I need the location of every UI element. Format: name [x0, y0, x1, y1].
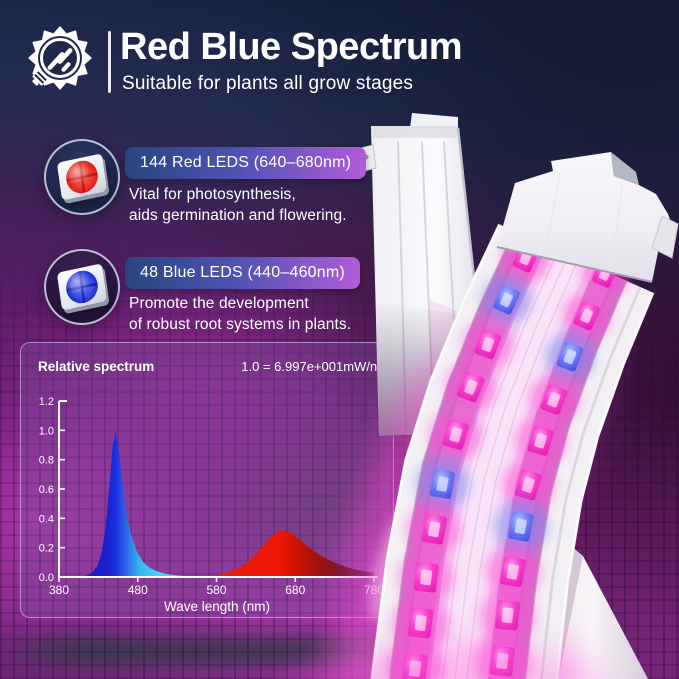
chart-scale-note: 1.0 = 6.997e+001mW/nm [241, 359, 388, 374]
led-red [429, 408, 482, 461]
blue-leds-description: Promote the development of robust root s… [129, 293, 351, 335]
relative-spectrum-chart: 0.0 0.2 0.4 0.6 0.8 1.0 1.2 380 480 580 680 780 Rela… [38, 359, 388, 614]
page-title: Red Blue Spectrum [120, 26, 463, 68]
blue-led-dome [64, 267, 100, 307]
x-tick-label: 480 [128, 583, 148, 597]
blue-led-emission [59, 430, 203, 577]
led-blue [415, 457, 470, 511]
blue-leds-description-line1: Promote the development [129, 295, 309, 312]
red-leds-description-line1: Vital for photosynthesis, [129, 186, 296, 203]
red-led-chip-icon [56, 153, 108, 201]
red-leds-description-line2: aids germination and flowering. [129, 207, 347, 224]
red-led-emission [197, 530, 374, 577]
x-axis-label: Wave length (nm) [164, 599, 270, 614]
led-red [562, 291, 612, 341]
led-red [407, 502, 462, 557]
front-light-bar [370, 223, 655, 679]
blue-led-chip-circle [44, 249, 120, 325]
led-blue [482, 275, 531, 325]
blue-leds-badge: 48 Blue LEDS (440–460nm) [125, 257, 360, 289]
spectrum-chart-panel: 0.0 0.2 0.4 0.6 0.8 1.0 1.2 380 480 580 680 780 Rela… [20, 342, 394, 618]
led-red [501, 458, 555, 512]
header-divider [108, 31, 111, 93]
header: Red Blue Spectrum Suitable for plants al… [0, 0, 679, 120]
y-tick-label: 0.8 [39, 455, 54, 467]
y-tick-label: 1.2 [39, 396, 54, 408]
led-blue [545, 331, 595, 382]
y-tick-label: 0.0 [39, 572, 54, 584]
led-red [445, 361, 497, 413]
red-leds-description: Vital for photosynthesis, aids germinati… [129, 184, 347, 226]
led-red [581, 249, 629, 298]
page-subtitle: Suitable for plants all grow stages [122, 73, 414, 94]
x-tick-label: 580 [206, 583, 226, 597]
led-blue [493, 499, 548, 554]
blurred-shelf-shadow [0, 636, 585, 666]
red-led-chip-circle [44, 139, 120, 215]
blue-led-chip-icon [56, 263, 108, 311]
y-tick-label: 0.4 [39, 513, 54, 525]
led-red [528, 374, 580, 426]
y-tick-label: 1.0 [39, 425, 54, 437]
red-leds-badge: 144 Red LEDS (640–680nm) [125, 147, 367, 179]
y-tick-label: 0.6 [39, 484, 54, 496]
blue-leds-description-line2: of robust root systems in plants. [129, 316, 352, 333]
x-tick-label: 380 [49, 583, 69, 597]
sun-grow-bulb-icon [28, 26, 92, 90]
x-tick-label: 680 [285, 583, 305, 597]
x-tick-label: 780 [364, 583, 384, 597]
chart-title: Relative spectrum [38, 359, 154, 374]
front-bar-end-cap [496, 152, 679, 283]
red-led-dome [64, 157, 100, 197]
led-red [462, 319, 513, 370]
led-red [398, 549, 454, 605]
led-red [501, 234, 550, 282]
led-red [514, 414, 567, 467]
y-tick-label: 0.2 [39, 543, 54, 555]
led-red [485, 544, 541, 600]
